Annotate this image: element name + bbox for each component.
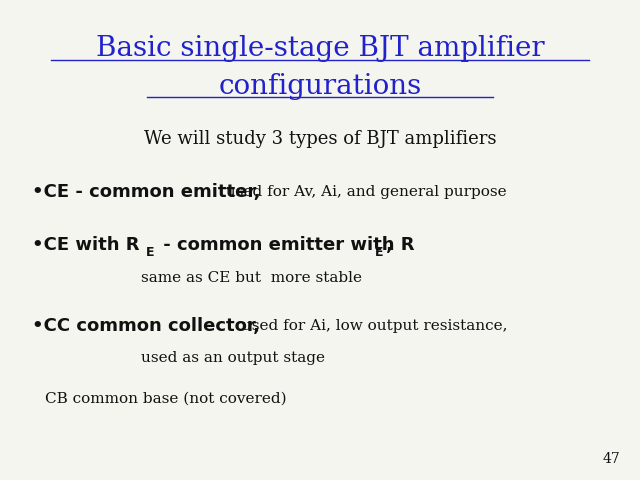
- Text: used for Av, Ai, and general purpose: used for Av, Ai, and general purpose: [221, 185, 506, 199]
- Text: 47: 47: [603, 452, 621, 466]
- Text: E: E: [374, 245, 383, 259]
- Text: used for Ai, low output resistance,: used for Ai, low output resistance,: [237, 319, 508, 334]
- Text: used as an output stage: used as an output stage: [141, 350, 325, 365]
- Text: •CE - common emitter,: •CE - common emitter,: [32, 183, 260, 201]
- Text: ,: ,: [386, 236, 393, 254]
- Text: Basic single-stage BJT amplifier: Basic single-stage BJT amplifier: [96, 35, 544, 61]
- Text: •CC common collector,: •CC common collector,: [32, 317, 260, 336]
- Text: CB common base (not covered): CB common base (not covered): [45, 391, 287, 406]
- Text: same as CE but  more stable: same as CE but more stable: [141, 271, 362, 286]
- Text: - common emitter with R: - common emitter with R: [157, 236, 415, 254]
- Text: •CE with R: •CE with R: [32, 236, 140, 254]
- Text: We will study 3 types of BJT amplifiers: We will study 3 types of BJT amplifiers: [144, 130, 496, 148]
- Text: E: E: [146, 245, 154, 259]
- Text: configurations: configurations: [218, 73, 422, 100]
